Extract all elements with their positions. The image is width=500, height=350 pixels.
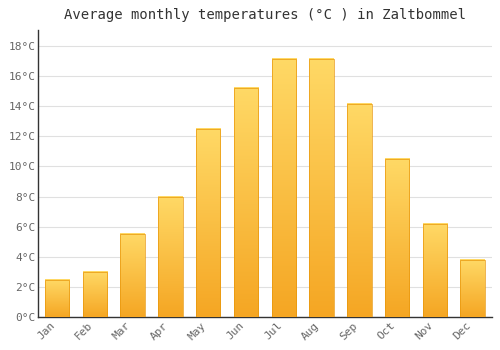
Bar [120, 234, 145, 317]
Bar [310, 59, 334, 317]
Bar [82, 272, 107, 317]
Bar [196, 129, 220, 317]
Bar [272, 59, 296, 317]
Title: Average monthly temperatures (°C ) in Zaltbommel: Average monthly temperatures (°C ) in Za… [64, 8, 466, 22]
Bar [44, 280, 70, 317]
Bar [385, 159, 409, 317]
Bar [460, 260, 485, 317]
Bar [234, 88, 258, 317]
Bar [347, 104, 372, 317]
Bar [422, 224, 448, 317]
Bar [158, 197, 182, 317]
